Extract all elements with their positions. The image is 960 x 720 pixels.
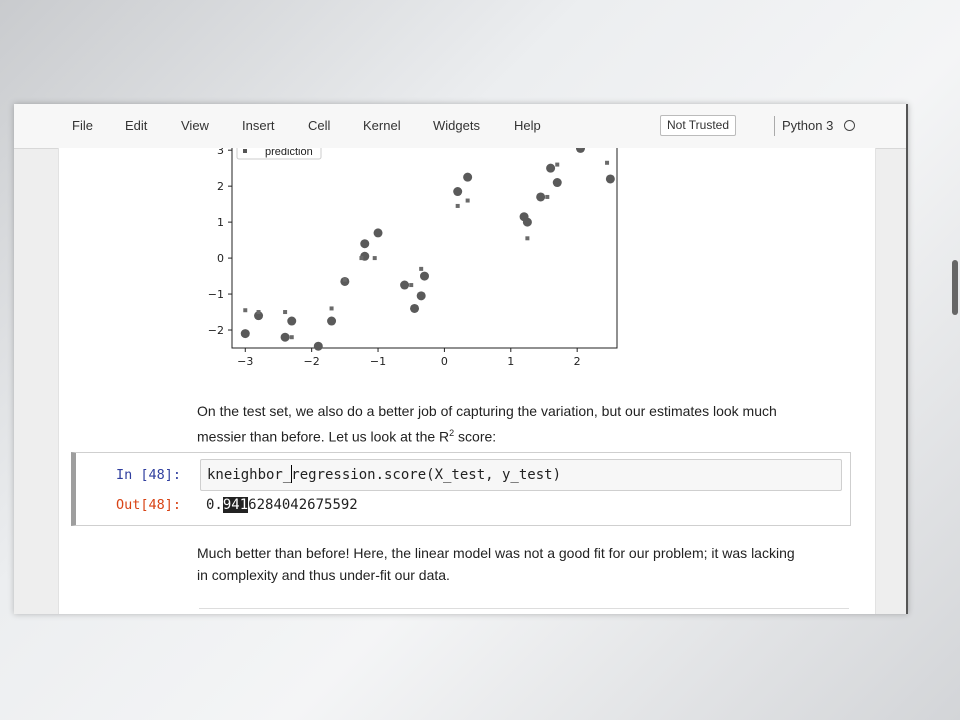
markdown-cell-2: Much better than before! Here, the linea… [197,542,837,586]
markdown-text: messier than before. Let us look at the … [197,428,450,445]
x-tick-label: 1 [507,355,514,368]
scatter-plot: −3 −2 −1 0 1 2 3 2 1 0 −1 −2 prediction [199,148,619,378]
x-tick-label: −2 [304,355,320,368]
prediction-point [555,162,560,167]
text-cursor [291,465,292,483]
data-point [313,341,323,351]
data-point [240,329,250,339]
data-point [575,148,585,153]
data-point [287,316,297,326]
kernel-idle-icon [844,120,855,131]
y-tick-label: 3 [217,148,224,157]
legend-marker [243,149,247,153]
prediction-point [289,335,294,340]
y-tick-label: −2 [208,324,224,337]
markdown-line: Much better than before! Here, the linea… [197,545,795,561]
x-tick-label: −1 [370,355,386,368]
superscript: 2 [449,428,455,438]
notebook-window: File Edit View Insert Cell Kernel Widget… [14,104,908,614]
tick-group: −3 −2 −1 0 1 2 3 2 1 0 −1 −2 [208,148,581,368]
menu-kernel[interactable]: Kernel [363,118,401,133]
prediction-point [359,256,364,261]
data-point [327,316,337,326]
data-point [605,174,615,184]
markdown-line: messier than before. Let us look at the … [197,422,837,448]
prediction-point [545,194,550,199]
output-text[interactable]: 0.9416284042675592 [206,497,358,513]
data-point [463,172,473,182]
output-suffix: 6284042675592 [248,497,358,513]
prediction-point [372,256,377,261]
prediction-point [342,277,347,282]
prediction-point [409,283,414,288]
markdown-text: score: [454,428,497,445]
points-group [240,148,615,351]
data-point [536,192,546,202]
input-prompt: In [48]: [116,467,182,483]
markdown-line: On the test set, we also do a better job… [197,403,777,419]
menubar: File Edit View Insert Cell Kernel Widget… [14,104,908,149]
code-text[interactable]: kneighbor_regression.score(X_test, y_tes… [207,467,562,483]
data-point [280,332,290,342]
output-prefix: 0. [206,497,223,513]
data-point [410,303,420,313]
code-input-area[interactable]: kneighbor_regression.score(X_test, y_tes… [200,459,842,491]
window-edge [906,104,908,614]
legend-box [236,148,322,160]
menu-insert[interactable]: Insert [242,118,275,133]
menu-widgets[interactable]: Widgets [433,118,480,133]
menubar-divider [774,116,775,136]
y-tick-label: 1 [217,216,224,229]
trust-badge[interactable]: Not Trusted [660,115,737,136]
data-point [254,311,264,321]
markdown-line: in complexity and thus under-fit our dat… [197,567,450,583]
plot-svg: −3 −2 −1 0 1 2 3 2 1 0 −1 −2 prediction [208,148,618,368]
data-point [360,239,370,249]
prediction-point [465,198,470,203]
output-prompt: Out[48]: [116,497,182,513]
data-point [546,163,556,173]
menu-help[interactable]: Help [514,118,541,133]
legend-label: prediction [265,148,313,158]
prediction-point [283,310,288,315]
data-point [420,271,429,281]
data-point [522,217,532,227]
y-tick-label: −1 [208,288,224,301]
menu-view[interactable]: View [181,118,209,133]
x-tick-label: −3 [237,355,253,368]
data-point [400,280,410,290]
next-cell-edge [199,608,849,609]
prediction-point [419,266,424,271]
notebook-container: −3 −2 −1 0 1 2 3 2 1 0 −1 −2 prediction On the test… [58,148,876,614]
x-tick-label: 2 [574,355,581,368]
selected-text: 941 [222,497,249,513]
prediction-point [605,160,610,165]
prediction-point [525,236,530,241]
prediction-point [256,310,261,315]
prediction-point [329,306,334,311]
code-cell-48[interactable]: In [48]: kneighbor_regression.score(X_te… [71,452,851,526]
kernel-name[interactable]: Python 3 [782,118,834,133]
page-scrollbar[interactable] [952,260,958,315]
legend: prediction [236,148,322,160]
prediction-point [578,148,583,149]
data-point [453,187,463,197]
prediction-point [243,308,248,313]
y-tick-label: 2 [217,180,224,193]
menu-file[interactable]: File [72,118,93,133]
data-point [416,291,426,301]
menu-cell[interactable]: Cell [308,118,331,133]
markdown-cell-1: On the test set, we also do a better job… [197,400,837,448]
menu-edit[interactable]: Edit [125,118,148,133]
y-tick-label: 0 [217,252,224,265]
data-point [373,228,383,238]
x-tick-label: 0 [441,355,448,368]
plot-axes-frame [231,148,618,349]
prediction-point [455,203,460,208]
data-point [552,178,562,188]
